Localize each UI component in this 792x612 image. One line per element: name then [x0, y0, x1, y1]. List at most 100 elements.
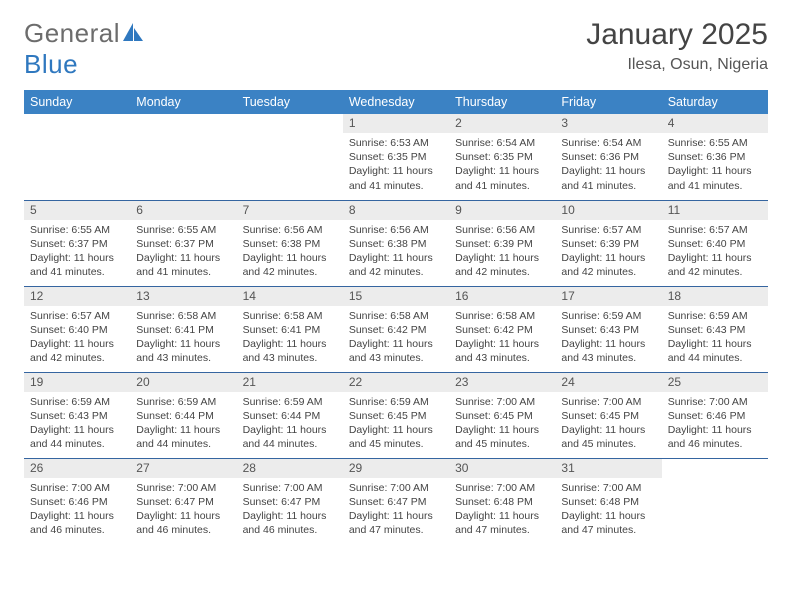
calendar-day-cell: 26Sunrise: 7:00 AM Sunset: 6:46 PM Dayli… [24, 458, 130, 544]
day-details: Sunrise: 7:00 AM Sunset: 6:46 PM Dayligh… [24, 478, 130, 542]
calendar-day-cell: 7Sunrise: 6:56 AM Sunset: 6:38 PM Daylig… [237, 200, 343, 286]
weekday-header: Monday [130, 90, 236, 114]
day-details: Sunrise: 7:00 AM Sunset: 6:47 PM Dayligh… [130, 478, 236, 542]
calendar-day-cell: 28Sunrise: 7:00 AM Sunset: 6:47 PM Dayli… [237, 458, 343, 544]
day-number: 13 [130, 287, 236, 306]
day-details: Sunrise: 6:58 AM Sunset: 6:41 PM Dayligh… [237, 306, 343, 370]
weekday-header: Saturday [662, 90, 768, 114]
calendar-day-cell: 24Sunrise: 7:00 AM Sunset: 6:45 PM Dayli… [555, 372, 661, 458]
calendar-day-cell: 2Sunrise: 6:54 AM Sunset: 6:35 PM Daylig… [449, 114, 555, 200]
day-details: Sunrise: 6:59 AM Sunset: 6:44 PM Dayligh… [237, 392, 343, 456]
day-number: 31 [555, 459, 661, 478]
day-details: Sunrise: 6:57 AM Sunset: 6:39 PM Dayligh… [555, 220, 661, 284]
day-details: Sunrise: 6:55 AM Sunset: 6:37 PM Dayligh… [130, 220, 236, 284]
day-number: 25 [662, 373, 768, 392]
day-number: 3 [555, 114, 661, 133]
day-number: 16 [449, 287, 555, 306]
day-details: Sunrise: 6:56 AM Sunset: 6:39 PM Dayligh… [449, 220, 555, 284]
calendar-table: SundayMondayTuesdayWednesdayThursdayFrid… [24, 90, 768, 544]
day-details: Sunrise: 7:00 AM Sunset: 6:46 PM Dayligh… [662, 392, 768, 456]
day-number: 19 [24, 373, 130, 392]
calendar-day-cell: .. [130, 114, 236, 200]
calendar-day-cell: 30Sunrise: 7:00 AM Sunset: 6:48 PM Dayli… [449, 458, 555, 544]
weekday-row: SundayMondayTuesdayWednesdayThursdayFrid… [24, 90, 768, 114]
day-number: 11 [662, 201, 768, 220]
brand-general: General [24, 18, 120, 48]
title-block: January 2025 Ilesa, Osun, Nigeria [586, 18, 768, 74]
calendar-day-cell: 3Sunrise: 6:54 AM Sunset: 6:36 PM Daylig… [555, 114, 661, 200]
calendar-day-cell: 12Sunrise: 6:57 AM Sunset: 6:40 PM Dayli… [24, 286, 130, 372]
day-number: 6 [130, 201, 236, 220]
day-number: 8 [343, 201, 449, 220]
calendar-day-cell: 31Sunrise: 7:00 AM Sunset: 6:48 PM Dayli… [555, 458, 661, 544]
calendar-day-cell: 8Sunrise: 6:56 AM Sunset: 6:38 PM Daylig… [343, 200, 449, 286]
day-details: Sunrise: 6:58 AM Sunset: 6:42 PM Dayligh… [449, 306, 555, 370]
day-number: 30 [449, 459, 555, 478]
weekday-header: Friday [555, 90, 661, 114]
day-number: 14 [237, 287, 343, 306]
calendar-week-row: 12Sunrise: 6:57 AM Sunset: 6:40 PM Dayli… [24, 286, 768, 372]
calendar-day-cell: 5Sunrise: 6:55 AM Sunset: 6:37 PM Daylig… [24, 200, 130, 286]
day-number: 26 [24, 459, 130, 478]
brand-logo: General Blue [24, 18, 144, 80]
day-number: 7 [237, 201, 343, 220]
day-number: 12 [24, 287, 130, 306]
day-number: 28 [237, 459, 343, 478]
day-details: Sunrise: 6:59 AM Sunset: 6:43 PM Dayligh… [662, 306, 768, 370]
day-number: 10 [555, 201, 661, 220]
calendar-day-cell: 16Sunrise: 6:58 AM Sunset: 6:42 PM Dayli… [449, 286, 555, 372]
day-details: Sunrise: 6:59 AM Sunset: 6:44 PM Dayligh… [130, 392, 236, 456]
calendar-day-cell: 23Sunrise: 7:00 AM Sunset: 6:45 PM Dayli… [449, 372, 555, 458]
calendar-day-cell: 6Sunrise: 6:55 AM Sunset: 6:37 PM Daylig… [130, 200, 236, 286]
calendar-day-cell: 20Sunrise: 6:59 AM Sunset: 6:44 PM Dayli… [130, 372, 236, 458]
day-details: Sunrise: 6:55 AM Sunset: 6:37 PM Dayligh… [24, 220, 130, 284]
day-details: Sunrise: 6:58 AM Sunset: 6:42 PM Dayligh… [343, 306, 449, 370]
day-details: Sunrise: 6:59 AM Sunset: 6:43 PM Dayligh… [555, 306, 661, 370]
calendar-day-cell: 9Sunrise: 6:56 AM Sunset: 6:39 PM Daylig… [449, 200, 555, 286]
calendar-day-cell: 19Sunrise: 6:59 AM Sunset: 6:43 PM Dayli… [24, 372, 130, 458]
calendar-head: SundayMondayTuesdayWednesdayThursdayFrid… [24, 90, 768, 114]
day-details: Sunrise: 6:58 AM Sunset: 6:41 PM Dayligh… [130, 306, 236, 370]
calendar-day-cell: 29Sunrise: 7:00 AM Sunset: 6:47 PM Dayli… [343, 458, 449, 544]
day-details: Sunrise: 7:00 AM Sunset: 6:47 PM Dayligh… [343, 478, 449, 542]
day-number: 23 [449, 373, 555, 392]
day-details: Sunrise: 6:59 AM Sunset: 6:45 PM Dayligh… [343, 392, 449, 456]
day-number: 18 [662, 287, 768, 306]
calendar-day-cell: 1Sunrise: 6:53 AM Sunset: 6:35 PM Daylig… [343, 114, 449, 200]
calendar-day-cell: 13Sunrise: 6:58 AM Sunset: 6:41 PM Dayli… [130, 286, 236, 372]
day-details: Sunrise: 6:57 AM Sunset: 6:40 PM Dayligh… [24, 306, 130, 370]
calendar-week-row: 26Sunrise: 7:00 AM Sunset: 6:46 PM Dayli… [24, 458, 768, 544]
calendar-day-cell: 4Sunrise: 6:55 AM Sunset: 6:36 PM Daylig… [662, 114, 768, 200]
day-number: 9 [449, 201, 555, 220]
day-number: 17 [555, 287, 661, 306]
page-header: General Blue January 2025 Ilesa, Osun, N… [24, 18, 768, 80]
day-details: Sunrise: 6:56 AM Sunset: 6:38 PM Dayligh… [237, 220, 343, 284]
calendar-day-cell: 27Sunrise: 7:00 AM Sunset: 6:47 PM Dayli… [130, 458, 236, 544]
day-details: Sunrise: 6:53 AM Sunset: 6:35 PM Dayligh… [343, 133, 449, 197]
day-number: 2 [449, 114, 555, 133]
day-number: 22 [343, 373, 449, 392]
brand-sail-icon [122, 18, 144, 48]
calendar-day-cell: 25Sunrise: 7:00 AM Sunset: 6:46 PM Dayli… [662, 372, 768, 458]
weekday-header: Sunday [24, 90, 130, 114]
day-details: Sunrise: 7:00 AM Sunset: 6:45 PM Dayligh… [555, 392, 661, 456]
day-details: Sunrise: 6:54 AM Sunset: 6:36 PM Dayligh… [555, 133, 661, 197]
calendar-day-cell: 21Sunrise: 6:59 AM Sunset: 6:44 PM Dayli… [237, 372, 343, 458]
day-number: 5 [24, 201, 130, 220]
day-details: Sunrise: 6:56 AM Sunset: 6:38 PM Dayligh… [343, 220, 449, 284]
calendar-week-row: ......1Sunrise: 6:53 AM Sunset: 6:35 PM … [24, 114, 768, 200]
day-details: Sunrise: 7:00 AM Sunset: 6:48 PM Dayligh… [555, 478, 661, 542]
calendar-day-cell: 14Sunrise: 6:58 AM Sunset: 6:41 PM Dayli… [237, 286, 343, 372]
month-title: January 2025 [586, 18, 768, 52]
calendar-day-cell: 11Sunrise: 6:57 AM Sunset: 6:40 PM Dayli… [662, 200, 768, 286]
day-number: 20 [130, 373, 236, 392]
calendar-day-cell: .. [237, 114, 343, 200]
day-details: Sunrise: 7:00 AM Sunset: 6:48 PM Dayligh… [449, 478, 555, 542]
calendar-day-cell: 17Sunrise: 6:59 AM Sunset: 6:43 PM Dayli… [555, 286, 661, 372]
calendar-body: ......1Sunrise: 6:53 AM Sunset: 6:35 PM … [24, 114, 768, 544]
day-number: 27 [130, 459, 236, 478]
calendar-day-cell: .. [24, 114, 130, 200]
calendar-week-row: 5Sunrise: 6:55 AM Sunset: 6:37 PM Daylig… [24, 200, 768, 286]
calendar-day-cell: 10Sunrise: 6:57 AM Sunset: 6:39 PM Dayli… [555, 200, 661, 286]
day-number: 24 [555, 373, 661, 392]
